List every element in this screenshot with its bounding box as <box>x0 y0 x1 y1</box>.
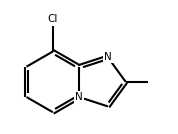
Text: Cl: Cl <box>48 14 58 24</box>
Text: N: N <box>104 52 112 62</box>
Text: N: N <box>75 92 83 102</box>
